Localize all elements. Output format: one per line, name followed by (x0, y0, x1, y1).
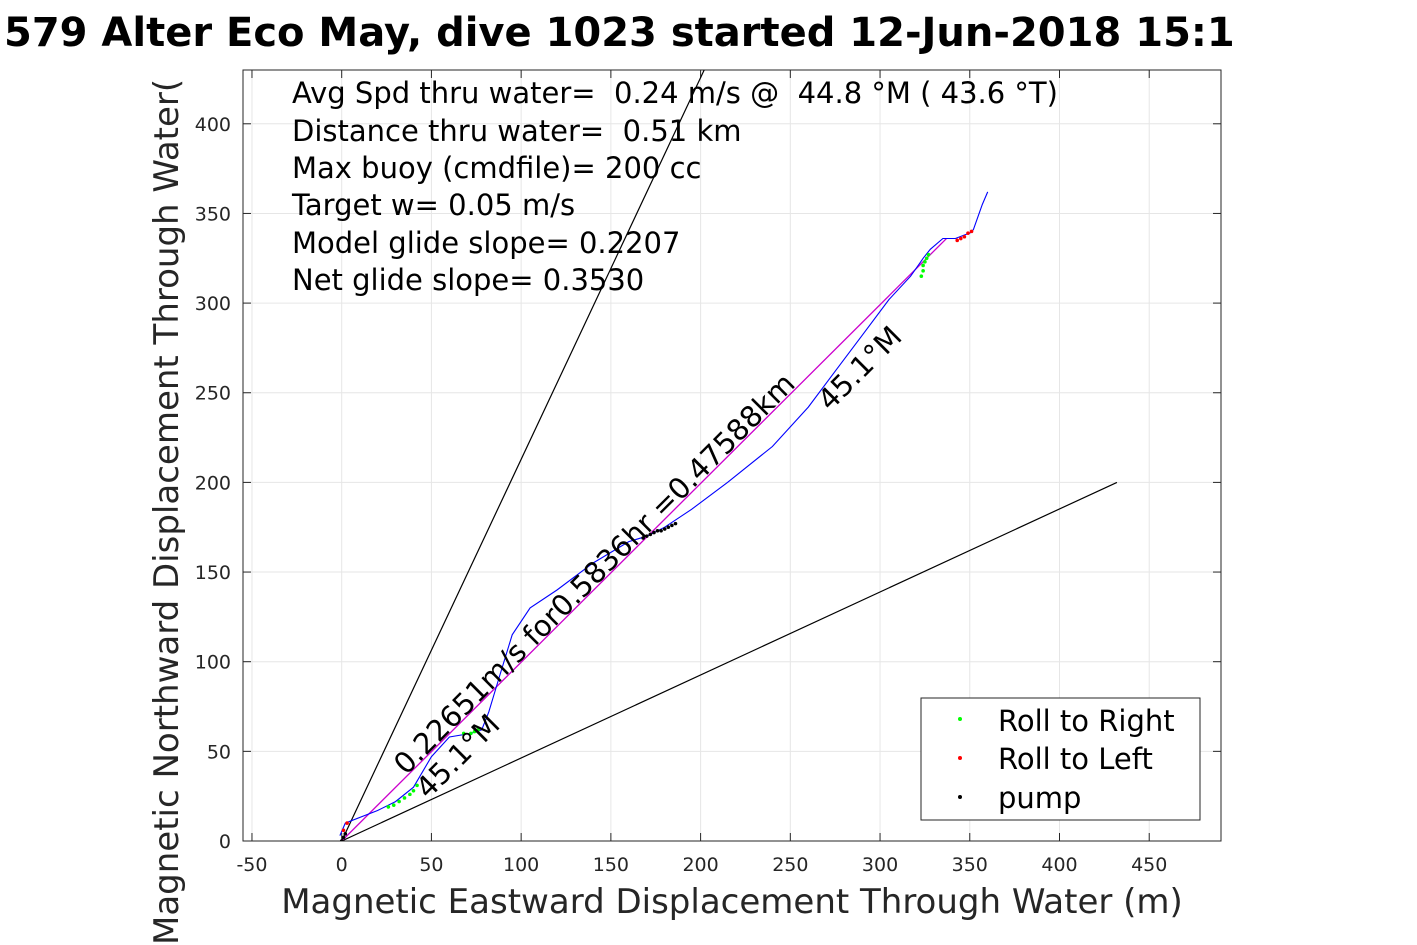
roll-right-point (386, 805, 391, 809)
legend-marker-roll-right (958, 717, 962, 721)
heading-line (341, 238, 947, 841)
roll-right-point (476, 728, 480, 732)
pump-point (648, 532, 653, 537)
pump-point (652, 530, 656, 535)
y-tick-label: 250 (195, 383, 231, 405)
x-axis-label: Magnetic Eastward Displacement Through W… (281, 882, 1183, 922)
x-tick-label: 150 (593, 854, 629, 876)
heading-label-upper: 45.1°M (811, 319, 909, 417)
annotation-target-w: Target w= 0.05 m/s (291, 188, 575, 222)
annotation-avg-speed: Avg Spd thru water= 0.24 m/s @ 44.8 °M (… (292, 76, 1058, 110)
roll-right-point (924, 256, 929, 261)
roll-left-point (955, 238, 960, 243)
x-tick-label: 350 (952, 854, 988, 876)
chart-title: 579 Alter Eco May, dive 1023 started 12-… (4, 10, 1235, 56)
roll-right-point (472, 729, 477, 734)
roll-right-point (921, 263, 925, 268)
annotation-distance: Distance thru water= 0.51 km (292, 114, 742, 148)
roll-right-point (921, 269, 925, 273)
pump-point (673, 521, 678, 526)
x-tick-label: 400 (1041, 854, 1077, 876)
glide-limit-line-2 (341, 481, 1118, 841)
y-tick-label: 0 (219, 831, 231, 853)
y-tick-label: 400 (195, 114, 231, 136)
pump-point (670, 523, 674, 528)
pump-point (659, 529, 663, 533)
y-tick-label: 350 (195, 203, 231, 225)
plot-frame (242, 69, 1222, 842)
legend-marker-roll-left (958, 756, 962, 760)
pump-point (343, 832, 348, 836)
speed-distance-label: 0.22651m/s for0.5836hr =0.47588km (387, 366, 802, 781)
plot-marks (339, 70, 1118, 841)
legend: Roll to Right Roll to Left pump (920, 697, 1201, 821)
y-tick-label: 100 (195, 652, 231, 674)
roll-left-point (958, 236, 963, 241)
legend-label-roll-left: Roll to Left (998, 742, 1153, 776)
glide-limit-line-1 (341, 70, 705, 841)
roll-right-point (923, 260, 927, 264)
roll-left-point (966, 231, 970, 235)
annotation-block: Avg Spd thru water= 0.24 m/s @ 44.8 °M (… (291, 76, 1058, 297)
roll-right-point (461, 731, 466, 736)
y-tick-label: 150 (195, 562, 231, 584)
track-line (339, 191, 989, 836)
roll-left-point (962, 234, 967, 239)
x-tick-label: 0 (336, 854, 348, 876)
y-tick-label: 50 (207, 741, 231, 763)
pump-point (341, 835, 346, 840)
axis-ticks: -50 0 50 100 150 200 250 300 350 400 4500501001502… (195, 70, 1221, 876)
x-tick-label: 50 (419, 854, 443, 876)
roll-right-point (411, 788, 416, 793)
y-axis-label: Magnetic Northward Displacement Through … (147, 79, 187, 945)
legend-label-pump: pump (998, 781, 1081, 815)
x-tick-label: 450 (1131, 854, 1167, 876)
pump-point (666, 525, 671, 530)
roll-left-point (345, 821, 349, 825)
legend-label-roll-right: Roll to Right (998, 704, 1175, 738)
pump-point (655, 529, 660, 533)
annotation-net-glide: Net glide slope= 0.3530 (292, 263, 644, 297)
x-tick-label: 300 (862, 854, 898, 876)
y-tick-label: 300 (195, 293, 231, 315)
annotation-max-buoy: Max buoy (cmdfile)= 200 cc (292, 151, 701, 185)
legend-box (920, 697, 1201, 821)
x-tick-label: -50 (236, 854, 267, 876)
x-tick-label: 200 (682, 854, 718, 876)
x-tick-label: 100 (503, 854, 539, 876)
annotation-model-glide: Model glide slope= 0.2207 (292, 226, 680, 260)
pump-point (644, 534, 649, 538)
roll-right-point (926, 252, 931, 257)
roll-right-point (469, 731, 473, 736)
roll-left-point (969, 229, 974, 234)
roll-right-point (919, 274, 924, 278)
pump-point (339, 839, 344, 841)
roll-left-point (341, 828, 346, 833)
roll-right-point (397, 799, 401, 804)
pump-point (662, 527, 667, 531)
roll-right-point (402, 796, 407, 800)
roll-right-point (391, 803, 396, 807)
y-tick-label: 200 (195, 472, 231, 494)
x-tick-label: 250 (772, 854, 808, 876)
legend-marker-pump (958, 795, 962, 799)
roll-right-point (408, 792, 412, 797)
pump-point (641, 536, 645, 540)
roll-right-point (415, 783, 419, 788)
